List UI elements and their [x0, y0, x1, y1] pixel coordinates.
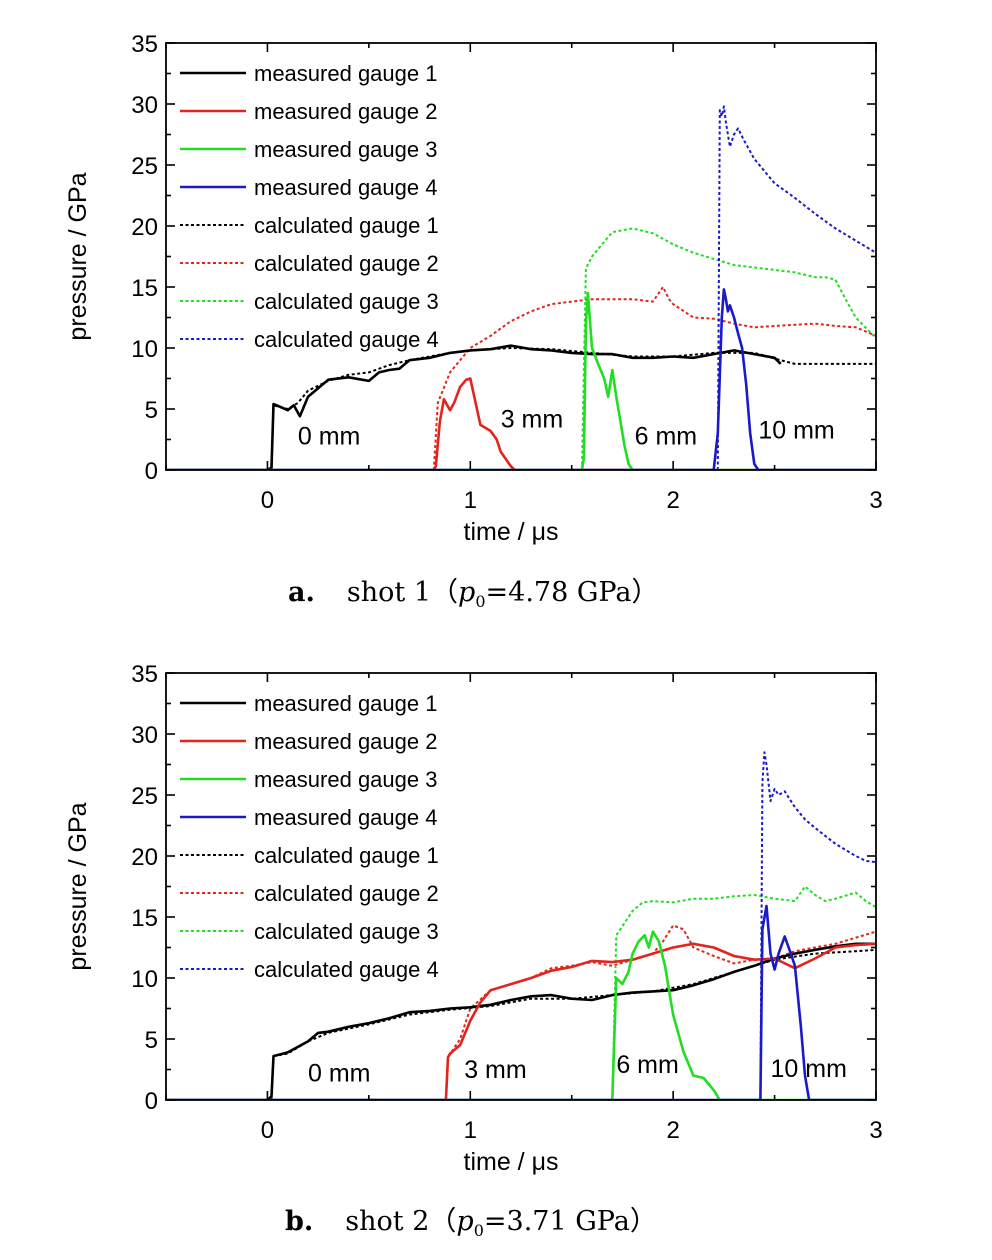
- series-line-calculated-gauge-3: [611, 885, 876, 1100]
- series-line-measured-gauge-2: [166, 377, 876, 470]
- y-tick-label: 5: [145, 397, 158, 424]
- legend-entry: measured gauge 3: [254, 137, 437, 162]
- x-tick-label: 2: [666, 487, 679, 514]
- caption-part: shot 1（: [347, 577, 458, 608]
- series-line-measured-gauge-3: [166, 291, 876, 470]
- y-tick-label: 0: [145, 458, 158, 485]
- x-tick-label: 1: [464, 487, 477, 514]
- legend-entry: calculated gauge 3: [254, 919, 439, 944]
- caption-part: 0: [474, 1221, 484, 1240]
- series-line-measured-gauge-4: [166, 288, 876, 470]
- legend-entry: calculated gauge 2: [254, 881, 439, 906]
- caption-part: p: [458, 577, 475, 608]
- y-tick-label: 5: [145, 1027, 158, 1054]
- figure-caption: a. shot 1（p0=4.78 GPa）: [288, 577, 658, 611]
- caption-part: p: [456, 1206, 473, 1237]
- x-axis-label: time / μs: [464, 1148, 559, 1176]
- y-tick-label: 30: [131, 722, 158, 749]
- y-tick-label: 25: [131, 153, 158, 180]
- series-line-calculated-gauge-4: [716, 105, 876, 470]
- legend-entry: measured gauge 1: [254, 61, 437, 86]
- legend-entry: measured gauge 4: [254, 175, 437, 200]
- series-line-calculated-gauge-4: [759, 751, 876, 1100]
- caption-part: =4.78 GPa）: [486, 577, 659, 608]
- y-tick-label: 20: [131, 844, 158, 871]
- depth-annotation: 3 mm: [501, 405, 564, 433]
- legend-entry: calculated gauge 2: [254, 251, 439, 276]
- y-tick-label: 15: [131, 905, 158, 932]
- series-line-measured-gauge-4: [166, 904, 876, 1100]
- legend-entry: calculated gauge 4: [254, 957, 439, 982]
- series-line-calculated-gauge-3: [580, 227, 876, 470]
- series-line-calculated-gauge-2: [432, 286, 876, 470]
- y-axis-label: pressure / GPa: [64, 172, 92, 340]
- caption-part: b.: [285, 1206, 313, 1237]
- caption-part: 0: [475, 592, 485, 611]
- depth-annotation: 10 mm: [771, 1055, 847, 1083]
- caption-part: a.: [288, 577, 315, 608]
- series-line-measured-gauge-1: [166, 344, 782, 470]
- depth-annotation: 0 mm: [298, 422, 361, 450]
- legend-entry: measured gauge 4: [254, 805, 437, 830]
- y-tick-label: 35: [131, 31, 158, 58]
- legend-entry: measured gauge 2: [254, 729, 437, 754]
- legend-entry: calculated gauge 1: [254, 843, 439, 868]
- legend-entry: calculated gauge 3: [254, 289, 439, 314]
- depth-annotation: 0 mm: [308, 1060, 371, 1088]
- depth-annotation: 6 mm: [616, 1051, 679, 1079]
- x-tick-label: 0: [261, 487, 274, 514]
- y-tick-label: 15: [131, 275, 158, 302]
- legend-entry: measured gauge 3: [254, 767, 437, 792]
- caption-part: shot 2（: [345, 1206, 456, 1237]
- y-tick-label: 25: [131, 783, 158, 810]
- depth-annotation: 10 mm: [758, 416, 834, 444]
- y-tick-label: 20: [131, 214, 158, 241]
- x-tick-label: 1: [464, 1117, 477, 1144]
- depth-annotation: 6 mm: [635, 422, 698, 450]
- series-line-calculated-gauge-1: [270, 347, 876, 470]
- y-tick-label: 0: [145, 1088, 158, 1115]
- legend-entry: measured gauge 1: [254, 691, 437, 716]
- x-tick-label: 3: [869, 487, 882, 514]
- y-tick-label: 10: [131, 336, 158, 363]
- x-tick-label: 2: [666, 1117, 679, 1144]
- x-tick-label: 0: [261, 1117, 274, 1144]
- y-tick-label: 35: [131, 661, 158, 688]
- y-axis-label: pressure / GPa: [64, 802, 92, 970]
- y-tick-label: 10: [131, 966, 158, 993]
- x-tick-label: 3: [869, 1117, 882, 1144]
- x-axis-label: time / μs: [464, 518, 559, 546]
- figure-caption: b. shot 2（p0=3.71 GPa）: [285, 1206, 657, 1240]
- caption-part: =3.71 GPa）: [484, 1206, 657, 1237]
- series-line-measured-gauge-3: [166, 930, 876, 1100]
- legend-entry: calculated gauge 4: [254, 327, 439, 352]
- legend-entry: calculated gauge 1: [254, 213, 439, 238]
- y-tick-label: 30: [131, 92, 158, 119]
- legend-entry: measured gauge 2: [254, 99, 437, 124]
- depth-annotation: 3 mm: [464, 1056, 527, 1084]
- series-line-measured-gauge-2: [166, 942, 876, 1100]
